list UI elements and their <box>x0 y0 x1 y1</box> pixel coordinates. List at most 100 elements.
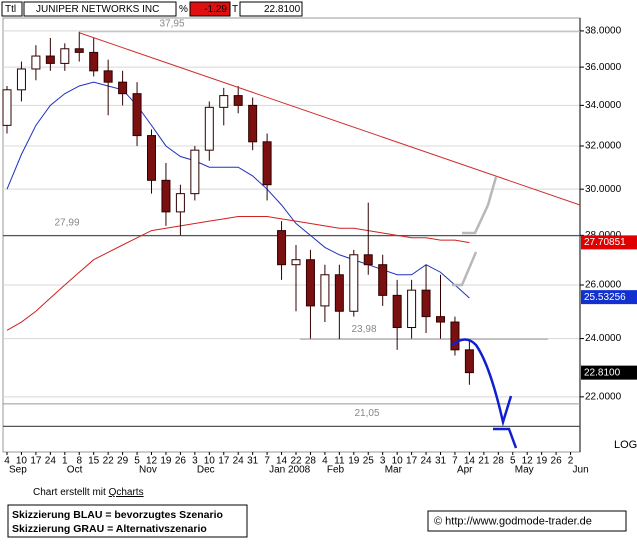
candle-body <box>248 104 258 143</box>
level-label: 27,99 <box>54 217 79 228</box>
candle-body <box>103 70 113 83</box>
moving-average <box>6 216 470 331</box>
x-tick-label: 15 <box>88 456 100 467</box>
candle-body <box>219 95 229 108</box>
month-label: Sep <box>9 465 27 476</box>
moving-average <box>6 81 470 299</box>
x-tick-label: 31 <box>247 456 259 467</box>
y-tick-label: 34.0000 <box>585 100 622 111</box>
x-tick-label: 7 <box>264 456 270 467</box>
axis-marker <box>581 365 637 380</box>
candle-body <box>305 259 315 307</box>
change-box <box>189 1 231 17</box>
candle-body <box>262 141 272 186</box>
t-label: T <box>232 4 238 15</box>
candle-body <box>233 95 243 106</box>
x-tick-label: 28 <box>493 456 505 467</box>
axis-marker-label: 25.53256 <box>584 292 626 303</box>
candle-body <box>45 55 55 64</box>
x-tick-label: 22 <box>290 456 302 467</box>
blue-scenario <box>493 427 518 449</box>
y-tick-label: 38.0000 <box>585 26 622 37</box>
title: JUNIPER NETWORKS INC <box>36 4 159 15</box>
x-tick-label: 8 <box>76 456 82 467</box>
x-tick-label: 26 <box>551 456 563 467</box>
level-label: 21,05 <box>354 408 379 419</box>
candle-body <box>2 89 12 126</box>
y-tick-label: 30.0000 <box>585 184 622 195</box>
legend-box <box>7 504 248 538</box>
candle-body <box>74 48 84 53</box>
candle-body <box>161 179 171 213</box>
x-tick-label: 5 <box>510 456 516 467</box>
y-tick-label: 22.0000 <box>585 391 622 402</box>
blue-scenario <box>451 338 513 427</box>
candle-body <box>392 294 402 329</box>
scale-label: LOG <box>614 439 637 451</box>
axis-marker <box>581 235 637 250</box>
month-label: Apr <box>457 465 473 476</box>
candle-body <box>60 48 70 64</box>
month-label: Dec <box>197 465 215 476</box>
x-tick-label: 12 <box>146 456 158 467</box>
credit-prefix: Chart erstellt mit <box>33 487 109 498</box>
candle-body <box>204 106 214 151</box>
legend-gray: Skizzierung GRAU = Alternativszenario <box>12 523 207 535</box>
x-tick-label: 11 <box>334 456 345 467</box>
y-tick-label: 32.0000 <box>585 141 622 152</box>
gray-scenario <box>452 251 478 287</box>
x-tick-label: 25 <box>363 456 375 467</box>
gray-scenario <box>462 176 498 235</box>
y-tick-label: 36.0000 <box>585 62 622 73</box>
x-tick-label: 14 <box>276 456 288 467</box>
copyright[interactable]: © http://www.godmode-trader.de <box>434 515 592 527</box>
x-tick-label: 24 <box>420 456 432 467</box>
last-box <box>239 1 303 17</box>
x-tick-label: 10 <box>204 456 216 467</box>
plot: 22.000024.000026.000028.000030.000032.00… <box>2 18 637 476</box>
x-tick-label: 24 <box>45 456 57 467</box>
axis-marker <box>581 290 637 305</box>
axis-marker-label: 27.70851 <box>584 237 626 248</box>
month-label: Nov <box>139 465 157 476</box>
legend-blue: Skizzierung BLAU = bevorzugtes Szenario <box>12 509 223 521</box>
x-tick-label: 5 <box>134 456 140 467</box>
candle-body <box>378 264 388 296</box>
last: 22.8100 <box>264 4 301 15</box>
month-label: Jun <box>573 465 589 476</box>
x-tick-label: 7 <box>452 456 458 467</box>
candle-body <box>147 135 156 181</box>
x-tick-label: 3 <box>380 456 386 467</box>
x-tick-label: 19 <box>160 456 172 467</box>
candle-body <box>31 55 41 70</box>
axis-marker-label: 22.8100 <box>584 367 621 378</box>
x-tick-label: 17 <box>30 456 42 467</box>
trend-line <box>79 32 581 206</box>
x-tick-label: 10 <box>392 456 404 467</box>
month-label: Mar <box>385 465 403 476</box>
pct-label: % <box>179 4 188 15</box>
x-tick-label: 31 <box>435 456 447 467</box>
candle-body <box>407 289 417 329</box>
x-tick-label: 17 <box>218 456 230 467</box>
candle-body <box>89 51 99 72</box>
x-tick-label: 28 <box>305 456 317 467</box>
candle-body <box>450 321 460 351</box>
candle-body <box>175 193 185 213</box>
candle-body <box>421 289 431 318</box>
x-tick-label: 26 <box>175 456 187 467</box>
level-label: 37,95 <box>159 18 184 29</box>
y-tick-label: 24.0000 <box>585 333 622 344</box>
x-tick-label: 17 <box>406 456 418 467</box>
x-tick-label: 14 <box>464 456 476 467</box>
month-label: May <box>515 465 534 476</box>
x-tick-label: 12 <box>522 456 534 467</box>
credit-link[interactable]: Qcharts <box>109 487 144 498</box>
y-tick-label: 26.0000 <box>585 280 622 291</box>
candle-body <box>349 254 359 312</box>
candle-body <box>320 274 330 307</box>
x-tick-label: 19 <box>348 456 360 467</box>
x-tick-label: 24 <box>233 456 245 467</box>
candle-body <box>118 81 128 95</box>
